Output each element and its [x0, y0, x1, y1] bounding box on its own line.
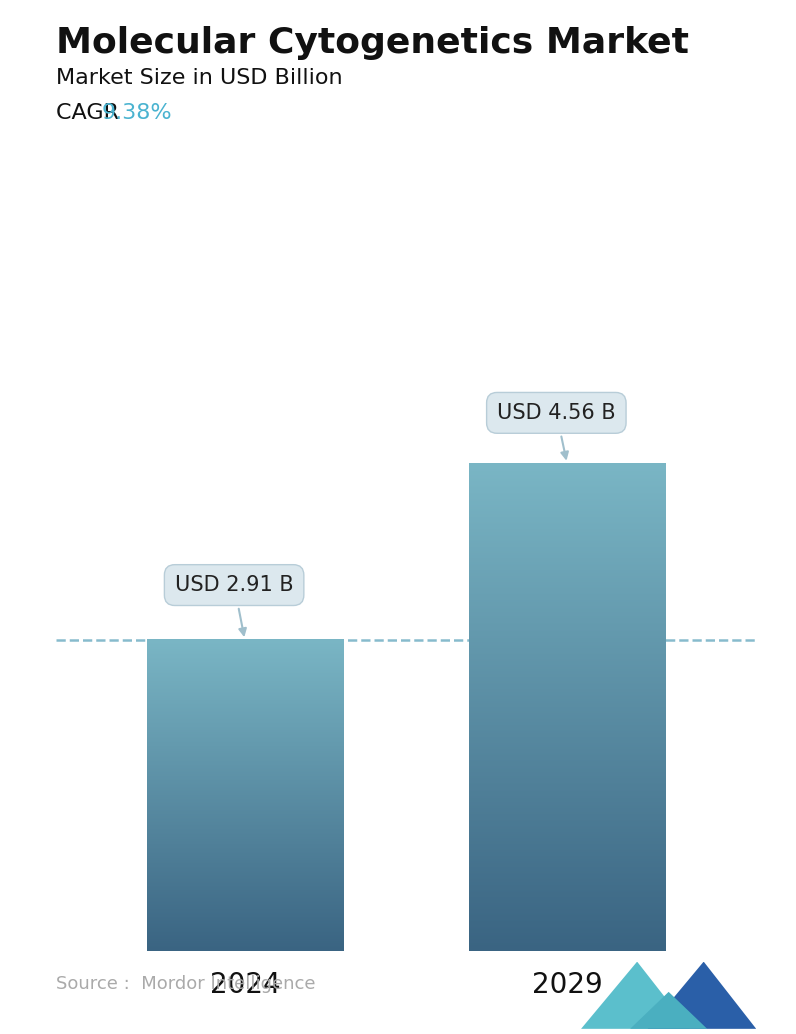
Polygon shape: [630, 992, 707, 1029]
Text: 9.38%: 9.38%: [102, 103, 173, 123]
Text: Market Size in USD Billion: Market Size in USD Billion: [56, 68, 342, 88]
Text: Molecular Cytogenetics Market: Molecular Cytogenetics Market: [56, 26, 689, 60]
Text: Source :  Mordor Intelligence: Source : Mordor Intelligence: [56, 975, 315, 993]
Polygon shape: [648, 962, 756, 1029]
Text: USD 4.56 B: USD 4.56 B: [497, 403, 615, 458]
Text: USD 2.91 B: USD 2.91 B: [175, 575, 294, 635]
Polygon shape: [581, 962, 689, 1029]
Text: CAGR: CAGR: [56, 103, 126, 123]
